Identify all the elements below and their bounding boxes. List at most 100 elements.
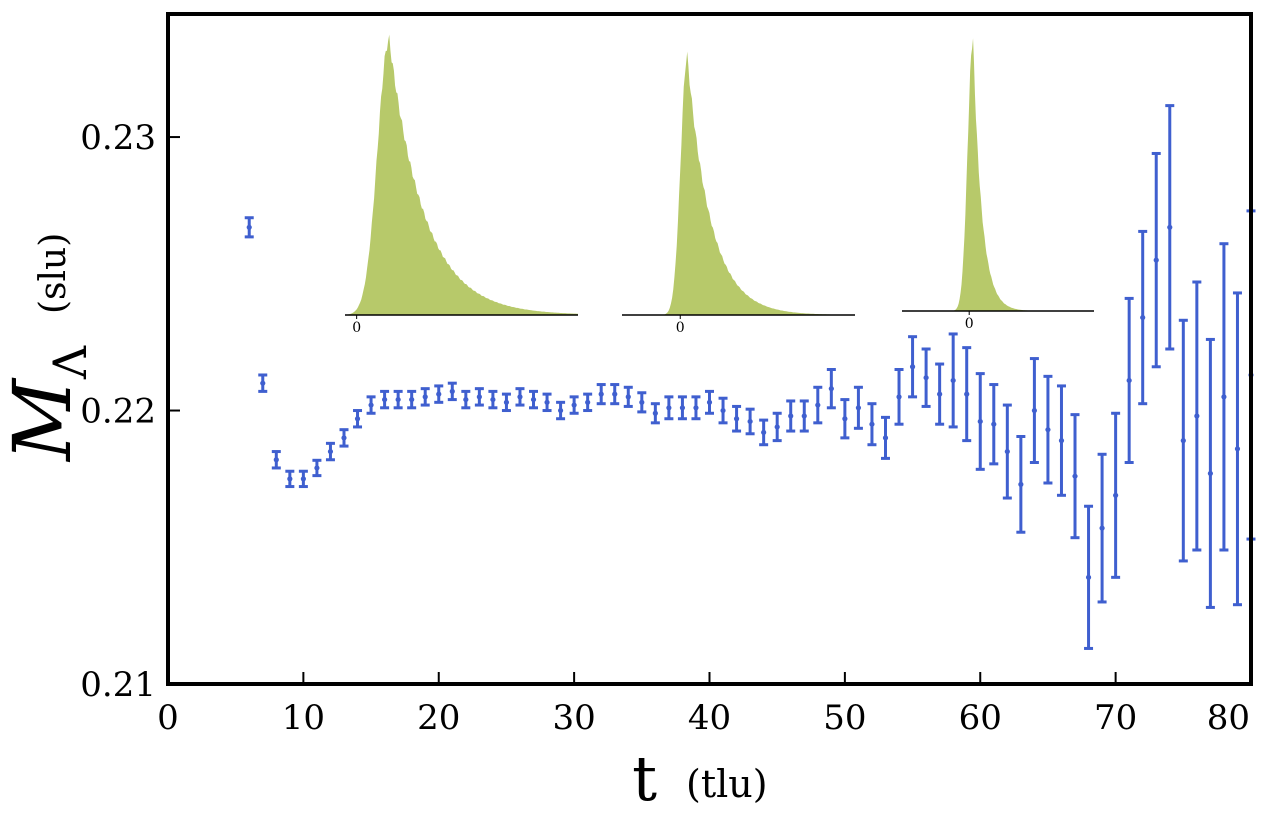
data-point: [867, 402, 877, 447]
histogram-area: [345, 34, 578, 316]
point-marker: [1221, 394, 1227, 400]
data-point: [339, 428, 349, 448]
point-marker: [341, 435, 347, 441]
point-marker: [855, 405, 862, 411]
point-marker: [693, 405, 699, 411]
point-marker: [1113, 492, 1119, 498]
point-marker: [639, 399, 645, 405]
data-point: [975, 372, 985, 471]
point-marker: [706, 399, 713, 405]
data-point: [1178, 318, 1188, 563]
data-point: [258, 373, 268, 393]
data-point: [1111, 411, 1121, 579]
data-point: [1192, 280, 1202, 552]
data-point: [447, 381, 457, 402]
data-point: [948, 332, 958, 429]
data-point: [285, 469, 295, 489]
point-marker: [652, 410, 658, 416]
x-axis-ticks: 0 10 20 30 40 50 60 70 80: [157, 672, 1252, 738]
data-point: [732, 404, 742, 433]
data-point: [826, 368, 836, 410]
data-point: [718, 396, 728, 425]
data-point: [1124, 296, 1134, 464]
point-marker: [1234, 446, 1241, 452]
point-marker: [1167, 224, 1173, 230]
x-axis-unit: (tlu): [686, 762, 768, 806]
data-point: [366, 395, 376, 415]
point-marker: [1018, 481, 1024, 487]
inset-distribution-2: 0: [622, 51, 855, 336]
point-marker: [679, 405, 686, 411]
point-marker: [517, 394, 523, 400]
data-point: [921, 347, 931, 408]
point-marker: [950, 377, 956, 384]
y-axis-title: MΛ (slu): [0, 233, 97, 463]
data-point: [623, 385, 633, 408]
data-point: [664, 395, 674, 421]
data-point: [1016, 435, 1026, 534]
point-marker: [923, 375, 929, 381]
point-marker: [395, 396, 401, 403]
data-point: [650, 402, 660, 425]
point-marker: [544, 399, 550, 405]
data-point: [569, 395, 579, 415]
point-marker: [882, 435, 889, 441]
point-marker: [260, 380, 266, 386]
data-point: [353, 409, 363, 429]
data-point: [515, 387, 525, 407]
inset-tick-label: 0: [676, 320, 685, 336]
data-point: [1056, 384, 1066, 497]
data-point: [1043, 374, 1053, 485]
point-marker: [422, 394, 428, 400]
point-marker: [327, 448, 334, 455]
data-point: [853, 385, 863, 430]
point-marker: [747, 418, 753, 425]
data-point: [962, 346, 972, 443]
data-point: [637, 391, 647, 414]
point-marker: [530, 396, 537, 403]
x-tick-label: 40: [688, 698, 731, 738]
point-marker: [557, 407, 564, 414]
point-marker: [801, 413, 807, 419]
data-point: [894, 368, 904, 426]
point-marker: [1126, 377, 1132, 384]
data-point: [840, 398, 850, 440]
point-marker: [842, 416, 848, 422]
point-marker: [571, 402, 577, 408]
data-point: [556, 400, 566, 421]
point-marker: [1045, 427, 1051, 433]
x-tick-label: 60: [959, 698, 1002, 738]
point-marker: [503, 399, 510, 405]
point-marker: [964, 391, 970, 397]
point-marker: [1207, 470, 1213, 477]
x-tick-label: 50: [823, 698, 866, 738]
y-axis-symbol-main: M: [0, 377, 89, 463]
plot-frame: [166, 12, 1253, 686]
data-point: [799, 399, 809, 433]
point-marker: [625, 394, 631, 400]
data-point: [488, 389, 498, 410]
point-marker: [1140, 314, 1146, 321]
point-marker: [1072, 473, 1078, 479]
point-marker: [449, 388, 455, 394]
inset-tick-label: 0: [965, 316, 974, 332]
data-point: [529, 389, 539, 410]
x-tick-label: 80: [1207, 698, 1250, 738]
data-point: [989, 383, 999, 466]
point-marker: [1194, 413, 1200, 419]
point-marker: [1153, 257, 1159, 263]
y-tick-label: 0.21: [80, 665, 156, 705]
y-axis-symbol-subscript: Λ: [43, 345, 97, 380]
point-marker: [788, 413, 794, 419]
point-marker: [666, 405, 672, 411]
point-marker: [246, 224, 252, 230]
inset-histograms: 0 0 0: [345, 34, 1094, 336]
data-point: [1151, 151, 1161, 369]
point-marker: [720, 407, 726, 414]
point-marker: [1004, 448, 1010, 455]
data-point: [1219, 242, 1229, 552]
data-point: [1070, 413, 1080, 540]
point-marker: [300, 476, 306, 482]
y-axis-unit: (slu): [33, 233, 74, 314]
